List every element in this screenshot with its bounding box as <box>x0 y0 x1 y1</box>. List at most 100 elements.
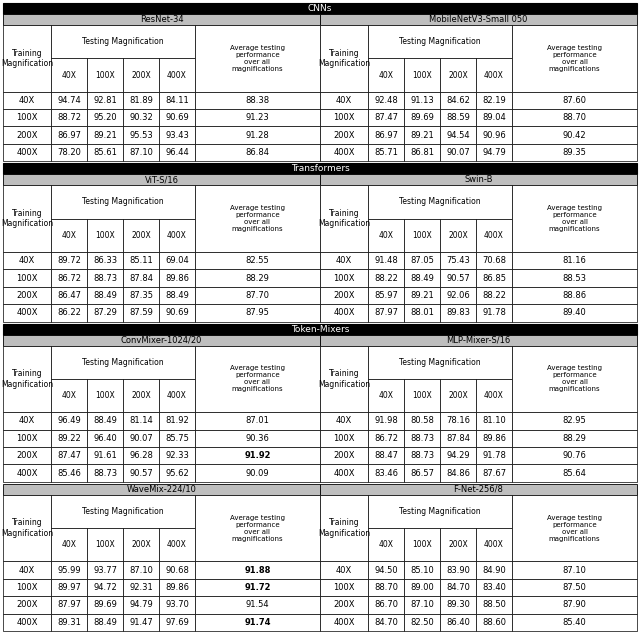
Bar <box>404 218 440 252</box>
Bar <box>440 579 476 596</box>
Bar <box>87 464 123 482</box>
Bar <box>512 25 637 92</box>
Bar <box>440 464 476 482</box>
Text: 400X: 400X <box>167 231 187 240</box>
Bar <box>159 252 195 269</box>
Bar <box>87 528 123 561</box>
Bar <box>476 304 512 322</box>
Bar <box>404 613 440 631</box>
Bar <box>159 464 195 482</box>
Bar <box>440 252 476 269</box>
Text: 88.60: 88.60 <box>482 618 506 627</box>
Text: 90.07: 90.07 <box>446 148 470 157</box>
Bar <box>51 464 87 482</box>
Bar <box>440 144 476 161</box>
Text: 89.35: 89.35 <box>563 148 586 157</box>
Bar <box>512 345 637 412</box>
Bar <box>159 92 195 109</box>
Text: Average testing
performance
over all
magnifications: Average testing performance over all mag… <box>230 205 285 232</box>
Text: 90.07: 90.07 <box>129 434 153 443</box>
Bar <box>512 412 637 429</box>
Bar <box>440 109 476 127</box>
Text: 89.72: 89.72 <box>57 256 81 265</box>
Bar <box>123 59 159 92</box>
Bar <box>51 561 87 579</box>
Bar <box>404 92 440 109</box>
Text: 94.79: 94.79 <box>482 148 506 157</box>
Text: 91.74: 91.74 <box>244 618 271 627</box>
Text: 87.84: 87.84 <box>129 273 153 283</box>
Bar <box>195 412 320 429</box>
Bar <box>368 464 404 482</box>
Text: 200X: 200X <box>448 391 468 400</box>
Bar <box>87 287 123 304</box>
Bar <box>320 429 368 447</box>
Text: 81.89: 81.89 <box>129 96 153 105</box>
Bar <box>368 345 512 379</box>
Text: 88.47: 88.47 <box>374 451 398 460</box>
Text: 200X: 200X <box>448 71 468 80</box>
Text: 40X: 40X <box>336 417 352 426</box>
Bar <box>440 613 476 631</box>
Bar <box>51 218 87 252</box>
Text: 95.53: 95.53 <box>129 131 153 140</box>
Bar <box>320 483 637 495</box>
Bar <box>87 613 123 631</box>
Text: 84.70: 84.70 <box>446 583 470 592</box>
Bar <box>159 269 195 287</box>
Bar <box>320 447 368 464</box>
Bar <box>440 561 476 579</box>
Text: 200X: 200X <box>131 540 151 549</box>
Bar <box>368 579 404 596</box>
Bar <box>195 464 320 482</box>
Bar <box>3 287 51 304</box>
Text: 89.30: 89.30 <box>446 601 470 610</box>
Bar <box>195 127 320 144</box>
Text: ViT-S/16: ViT-S/16 <box>145 175 179 184</box>
Text: 88.73: 88.73 <box>410 451 434 460</box>
Text: 400X: 400X <box>333 308 355 317</box>
Text: 88.29: 88.29 <box>563 434 586 443</box>
Bar <box>195 25 320 92</box>
Text: 84.62: 84.62 <box>446 96 470 105</box>
Text: 100X: 100X <box>16 583 38 592</box>
Bar <box>404 269 440 287</box>
Bar <box>51 596 87 613</box>
Text: 91.78: 91.78 <box>482 308 506 317</box>
Text: 83.40: 83.40 <box>482 583 506 592</box>
Bar <box>512 596 637 613</box>
Bar <box>368 218 404 252</box>
Text: 200X: 200X <box>16 131 38 140</box>
Text: 82.50: 82.50 <box>410 618 434 627</box>
Bar <box>404 127 440 144</box>
Bar <box>320 345 368 412</box>
Text: 91.61: 91.61 <box>93 451 117 460</box>
Bar <box>51 185 195 218</box>
Text: 88.49: 88.49 <box>165 291 189 300</box>
Bar <box>512 447 637 464</box>
Bar <box>51 269 87 287</box>
Bar <box>512 464 637 482</box>
Text: 84.70: 84.70 <box>374 618 398 627</box>
Text: 40X: 40X <box>61 391 77 400</box>
Text: 200X: 200X <box>448 540 468 549</box>
Text: 400X: 400X <box>167 391 187 400</box>
Bar <box>3 561 51 579</box>
Bar <box>3 175 320 185</box>
Text: 88.70: 88.70 <box>374 583 398 592</box>
Text: 89.69: 89.69 <box>93 601 117 610</box>
Text: 95.20: 95.20 <box>93 113 117 122</box>
Bar <box>195 561 320 579</box>
Bar <box>195 92 320 109</box>
Text: 90.57: 90.57 <box>446 273 470 283</box>
Bar <box>368 25 512 59</box>
Text: 94.50: 94.50 <box>374 566 398 575</box>
Bar <box>512 495 637 561</box>
Text: 86.72: 86.72 <box>374 434 398 443</box>
Bar <box>512 429 637 447</box>
Bar <box>440 429 476 447</box>
Text: Average testing
performance
over all
magnifications: Average testing performance over all mag… <box>547 45 602 72</box>
Text: 92.33: 92.33 <box>165 451 189 460</box>
Bar <box>3 144 51 161</box>
Text: 100X: 100X <box>333 434 355 443</box>
